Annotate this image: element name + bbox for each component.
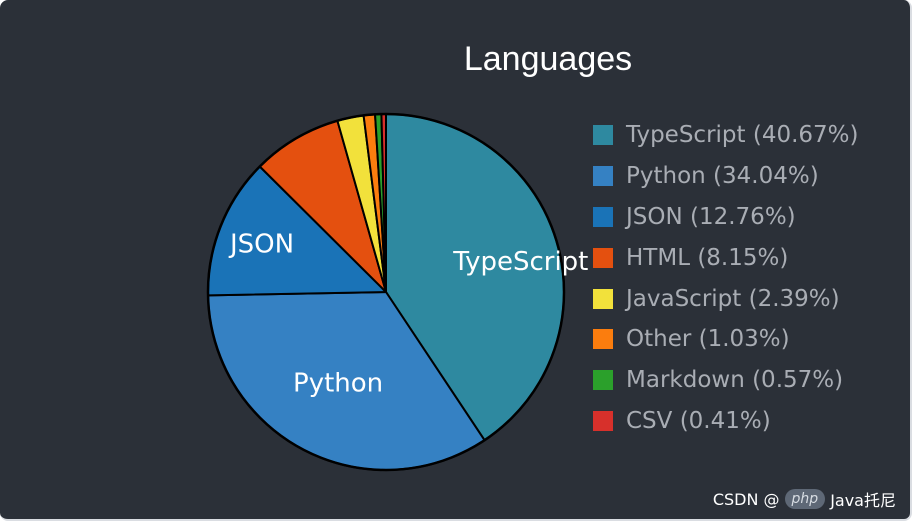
legend-label-other: Other (1.03%) — [626, 326, 790, 353]
legend-label-html: HTML (8.15%) — [626, 244, 789, 271]
legend-item-csv: CSV (0.41%) — [593, 401, 859, 442]
watermark-author: Java托尼 — [830, 491, 896, 510]
legend-item-markdown: Markdown (0.57%) — [593, 360, 859, 401]
pie-labels: TypeScript Python JSON — [228, 229, 588, 398]
chart-title: Languages — [463, 40, 633, 78]
legend-item-typescript: TypeScript (40.67%) — [593, 115, 859, 156]
slice-label-json: JSON — [228, 229, 294, 259]
pie-outline — [206, 112, 566, 472]
legend-item-other: Other (1.03%) — [593, 319, 859, 360]
legend-item-json: JSON (12.76%) — [593, 197, 859, 238]
legend-item-python: Python (34.04%) — [593, 156, 859, 197]
legend-swatch-other — [593, 329, 613, 350]
legend-swatch-python — [593, 166, 613, 187]
slice-label-typescript: TypeScript — [452, 247, 588, 277]
legend-label-python: Python (34.04%) — [626, 163, 819, 190]
legend-swatch-html — [593, 247, 613, 268]
slice-label-python: Python — [293, 368, 383, 398]
legend-label-markdown: Markdown (0.57%) — [626, 367, 844, 394]
legend-swatch-javascript — [593, 288, 613, 309]
watermark-prefix: CSDN @ — [712, 489, 780, 509]
legend-label-javascript: JavaScript (2.39%) — [626, 285, 840, 312]
legend-swatch-json — [593, 206, 613, 227]
watermark: CSDN @ php Java托尼 — [713, 487, 896, 511]
legend-swatch-csv — [593, 410, 613, 431]
pie-slices — [206, 112, 566, 472]
legend-item-javascript: JavaScript (2.39%) — [593, 278, 859, 319]
legend-item-html: HTML (8.15%) — [593, 237, 859, 278]
legend-label-json: JSON (12.76%) — [626, 203, 796, 230]
legend-swatch-markdown — [593, 370, 613, 391]
legend: TypeScript (40.67%) Python (34.04%) JSON… — [593, 115, 859, 441]
legend-label-csv: CSV (0.41%) — [626, 407, 771, 434]
legend-label-typescript: TypeScript (40.67%) — [626, 122, 859, 149]
php-logo: php — [784, 489, 826, 509]
legend-swatch-typescript — [593, 125, 613, 146]
